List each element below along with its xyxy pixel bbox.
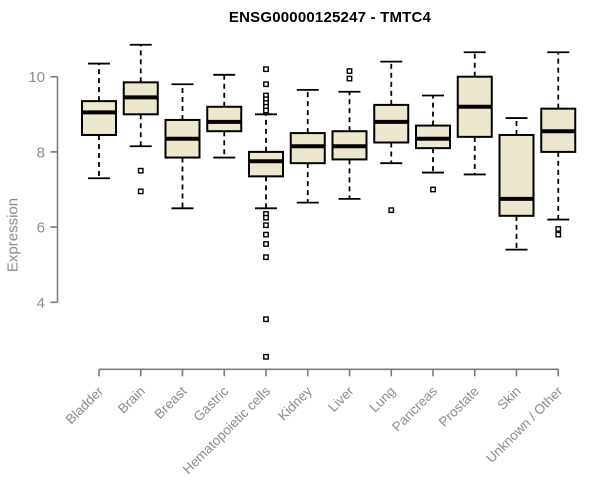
boxplot-gastric [206, 73, 243, 159]
y-tick-label: 8 [37, 144, 45, 161]
boxplot-hematopoietic-cells [248, 66, 284, 360]
x-tick-label-pancreas: Pancreas [389, 383, 440, 434]
y-tick-label: 4 [37, 295, 45, 312]
x-tick-label-breast: Breast [151, 383, 189, 421]
boxplot-kidney [289, 88, 326, 204]
x-tick-label-lung: Lung [367, 384, 399, 416]
x-tick-label-skin: Skin [494, 384, 523, 413]
boxplot-prostate [456, 51, 493, 176]
outlier-point-0 [388, 207, 395, 214]
box-rect [248, 150, 284, 178]
outlier-point-1 [555, 231, 562, 238]
outlier-point-10 [263, 231, 269, 238]
outlier-point-0 [430, 186, 436, 193]
box-rect [206, 105, 243, 133]
boxplot-unknown-other [540, 51, 577, 238]
outlier-point-9 [263, 222, 269, 229]
box-rect [81, 100, 117, 136]
outlier-point-0 [137, 167, 144, 174]
outlier-point-6 [263, 107, 269, 114]
boxplot-brain [122, 43, 159, 195]
x-tick-label-unknown-other: Unknown / Other [483, 383, 566, 466]
y-tick-label: 10 [28, 69, 45, 86]
x-tick-label-brain: Brain [115, 384, 148, 417]
box-rect [498, 133, 535, 217]
outlier-point-1 [263, 81, 269, 88]
outlier-point-0 [346, 68, 353, 74]
outlier-point-12 [263, 254, 269, 261]
boxplot-lung [373, 60, 410, 214]
outlier-point-11 [263, 241, 269, 247]
outlier-point-1 [137, 188, 144, 195]
chart-title: ENSG00000125247 - TMTC4 [228, 9, 432, 26]
x-tick-label-prostate: Prostate [436, 384, 482, 430]
x-tick-label-kidney: Kidney [275, 383, 315, 423]
boxplot-pancreas [415, 94, 451, 193]
outlier-point-0 [555, 226, 562, 232]
outlier-point-8 [263, 214, 269, 221]
y-tick-label: 6 [37, 220, 45, 237]
boxplot-bladder [81, 62, 117, 180]
boxplot-liver [331, 68, 368, 200]
x-tick-label-liver: Liver [325, 383, 357, 415]
boxplot-skin [498, 117, 535, 251]
outlier-point-13 [263, 316, 269, 323]
x-tick-label-gastric: Gastric [191, 383, 232, 424]
x-tick-label-bladder: Bladder [63, 383, 107, 427]
boxplot-breast [164, 83, 201, 210]
outlier-point-0 [263, 66, 269, 73]
outlier-point-14 [263, 353, 269, 360]
outlier-point-1 [346, 75, 353, 82]
